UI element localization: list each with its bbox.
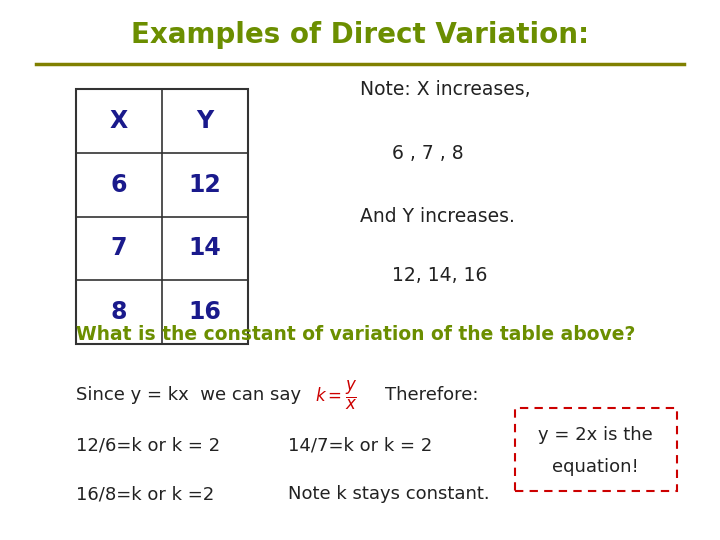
Text: What is the constant of variation of the table above?: What is the constant of variation of the… [76, 325, 635, 345]
Text: 12: 12 [189, 173, 222, 197]
Text: 6 , 7 , 8: 6 , 7 , 8 [392, 144, 464, 164]
Text: equation!: equation! [552, 458, 639, 476]
FancyBboxPatch shape [515, 408, 677, 491]
Text: Note: X increases,: Note: X increases, [360, 79, 531, 99]
Text: And Y increases.: And Y increases. [360, 206, 515, 226]
Text: 6: 6 [111, 173, 127, 197]
Text: Since y = kx  we can say: Since y = kx we can say [76, 386, 301, 404]
Text: 16: 16 [189, 300, 222, 324]
Text: Y: Y [197, 109, 214, 133]
Text: Therefore:: Therefore: [385, 386, 479, 404]
Text: 7: 7 [111, 237, 127, 260]
Text: Note k stays constant.: Note k stays constant. [288, 485, 490, 503]
Text: y = 2x is the: y = 2x is the [539, 427, 653, 444]
Text: X: X [109, 109, 128, 133]
Text: 16/8=k or k =2: 16/8=k or k =2 [76, 485, 214, 503]
Text: 14: 14 [189, 237, 222, 260]
Text: 12/6=k or k = 2: 12/6=k or k = 2 [76, 436, 220, 455]
Text: Examples of Direct Variation:: Examples of Direct Variation: [131, 21, 589, 49]
Text: 8: 8 [111, 300, 127, 324]
Text: 14/7=k or k = 2: 14/7=k or k = 2 [288, 436, 432, 455]
Text: 12, 14, 16: 12, 14, 16 [392, 266, 487, 285]
FancyBboxPatch shape [76, 89, 248, 344]
Text: $k = \dfrac{y}{x}$: $k = \dfrac{y}{x}$ [315, 379, 357, 412]
